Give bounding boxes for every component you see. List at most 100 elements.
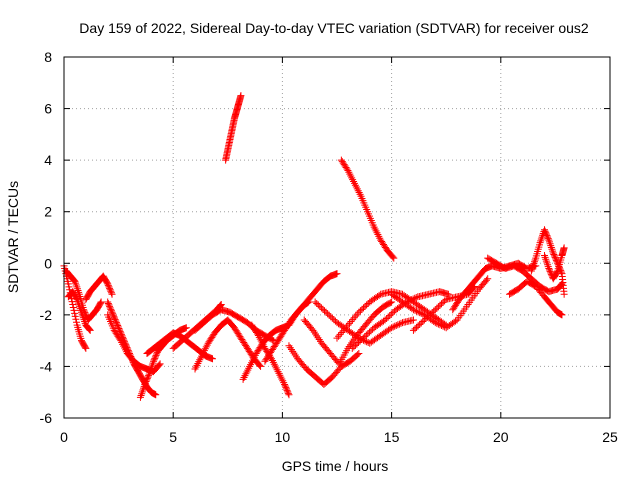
- data-point: [86, 326, 94, 334]
- data-point: [362, 331, 370, 339]
- data-point: [439, 298, 447, 306]
- data-point: [64, 280, 72, 288]
- data-point: [155, 361, 163, 369]
- x-axis-label: GPS time / hours: [282, 458, 389, 474]
- data-point: [386, 312, 394, 320]
- data-point: [414, 322, 422, 330]
- data-point: [361, 333, 369, 341]
- data-point: [353, 340, 361, 348]
- data-point: [356, 337, 364, 345]
- data-point: [284, 388, 292, 396]
- data-point: [107, 307, 115, 315]
- data-point: [436, 301, 444, 309]
- data-point: [544, 263, 552, 271]
- data-point: [547, 243, 555, 251]
- data-point: [386, 299, 394, 307]
- data-point: [537, 235, 545, 243]
- data-point: [397, 319, 405, 327]
- data-point: [358, 336, 366, 344]
- data-point: [360, 304, 368, 312]
- data-point: [387, 310, 395, 318]
- data-point: [353, 310, 361, 318]
- data-point: [106, 304, 114, 312]
- data-point: [69, 303, 77, 311]
- data-point: [551, 253, 559, 261]
- data-point: [150, 356, 158, 364]
- chart-title: Day 159 of 2022, Sidereal Day-to-day VTE…: [79, 20, 589, 36]
- data-point: [542, 230, 550, 238]
- data-point: [345, 319, 353, 327]
- data-point: [413, 307, 421, 315]
- data-point: [409, 295, 417, 303]
- data-point: [69, 301, 77, 309]
- data-point: [104, 281, 112, 289]
- data-point: [182, 324, 190, 332]
- data-point: [317, 304, 325, 312]
- data-point: [151, 353, 159, 361]
- data-point: [540, 252, 548, 260]
- data-point: [82, 344, 90, 352]
- data-point: [285, 391, 293, 399]
- data-point: [553, 268, 561, 276]
- data-point: [143, 376, 151, 384]
- data-point: [107, 287, 115, 295]
- data-point: [436, 321, 444, 329]
- data-point: [541, 227, 549, 235]
- data-point: [433, 304, 441, 312]
- data-point: [546, 240, 554, 248]
- data-point: [438, 322, 446, 330]
- data-point: [355, 350, 363, 358]
- data-point: [361, 302, 369, 310]
- data-point: [545, 238, 553, 246]
- y-tick-label: 2: [44, 204, 52, 220]
- data-point: [546, 267, 554, 275]
- data-point: [560, 244, 568, 252]
- data-point: [544, 235, 552, 243]
- data-point: [71, 312, 79, 320]
- data-point: [104, 280, 112, 288]
- data-point: [365, 328, 373, 336]
- data-point: [333, 334, 341, 342]
- data-point: [72, 315, 80, 323]
- data-point: [106, 284, 114, 292]
- series-arc-26: [506, 277, 566, 319]
- data-point: [73, 283, 81, 291]
- y-axis-label: SDTVAR / TECUs: [5, 181, 21, 293]
- data-point: [142, 378, 150, 386]
- data-point: [388, 298, 396, 306]
- data-point: [549, 249, 557, 257]
- data-point: [65, 283, 73, 291]
- data-point: [543, 232, 551, 240]
- data-point: [137, 392, 145, 400]
- data-point: [482, 276, 490, 284]
- data-point: [434, 320, 442, 328]
- data-point: [367, 327, 375, 335]
- data-point: [141, 380, 149, 388]
- data-point: [428, 309, 436, 317]
- data-point: [411, 325, 419, 333]
- series-arc-27: [527, 226, 568, 298]
- data-point: [425, 312, 433, 320]
- data-point: [355, 338, 363, 346]
- data-point: [355, 308, 363, 316]
- data-point: [359, 334, 367, 342]
- data-point: [136, 393, 144, 401]
- data-point: [321, 307, 329, 315]
- data-point: [416, 320, 424, 328]
- data-point: [406, 296, 414, 304]
- x-tick-label: 0: [60, 429, 68, 445]
- data-point: [150, 357, 158, 365]
- data-point: [144, 373, 152, 381]
- data-point: [558, 280, 566, 288]
- data-point: [381, 316, 389, 324]
- data-point: [97, 299, 105, 307]
- data-point: [330, 316, 338, 324]
- series-arc-17: [300, 298, 396, 368]
- data-point: [145, 372, 153, 380]
- data-point: [316, 302, 324, 310]
- data-point: [257, 362, 265, 370]
- data-point: [550, 250, 558, 258]
- data-point: [256, 361, 264, 369]
- data-point: [107, 305, 115, 313]
- x-tick-label: 20: [493, 429, 509, 445]
